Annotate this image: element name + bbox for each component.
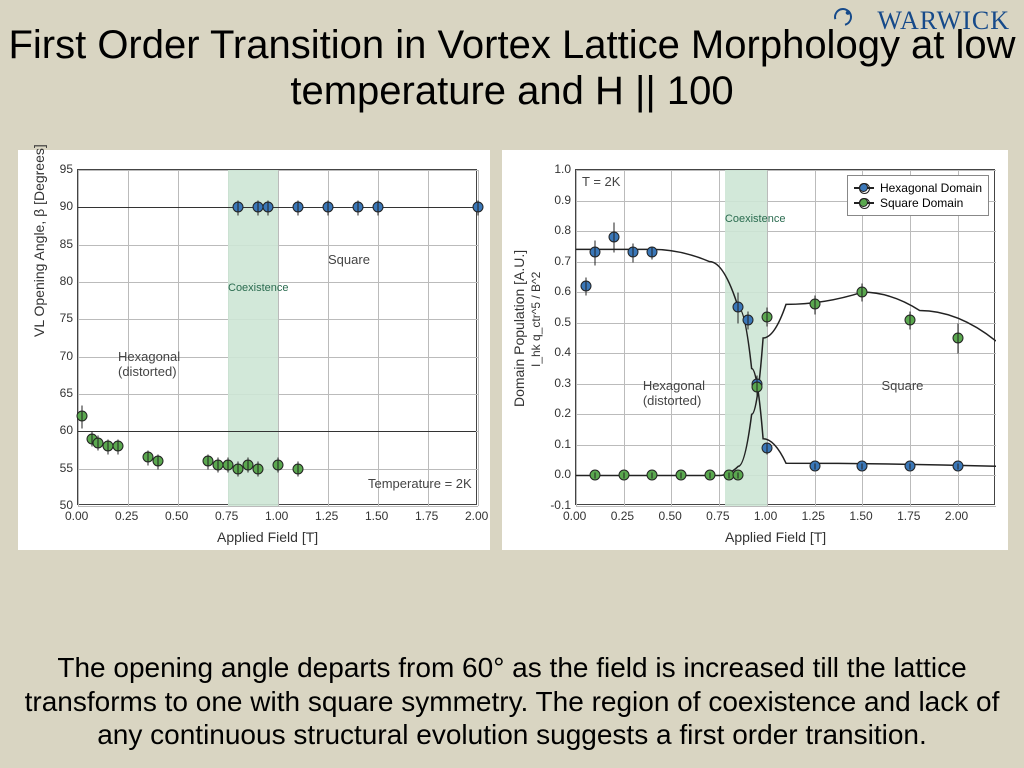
chart-opening-angle: CoexistenceSquareHexagonal (distorted)Te…	[18, 150, 490, 550]
page-title: First Order Transition in Vortex Lattice…	[0, 22, 1024, 114]
chart-domain-population: CoexistenceHexagonal (distorted)SquareT …	[502, 150, 1008, 550]
caption-text: The opening angle departs from 60° as th…	[24, 651, 1000, 752]
